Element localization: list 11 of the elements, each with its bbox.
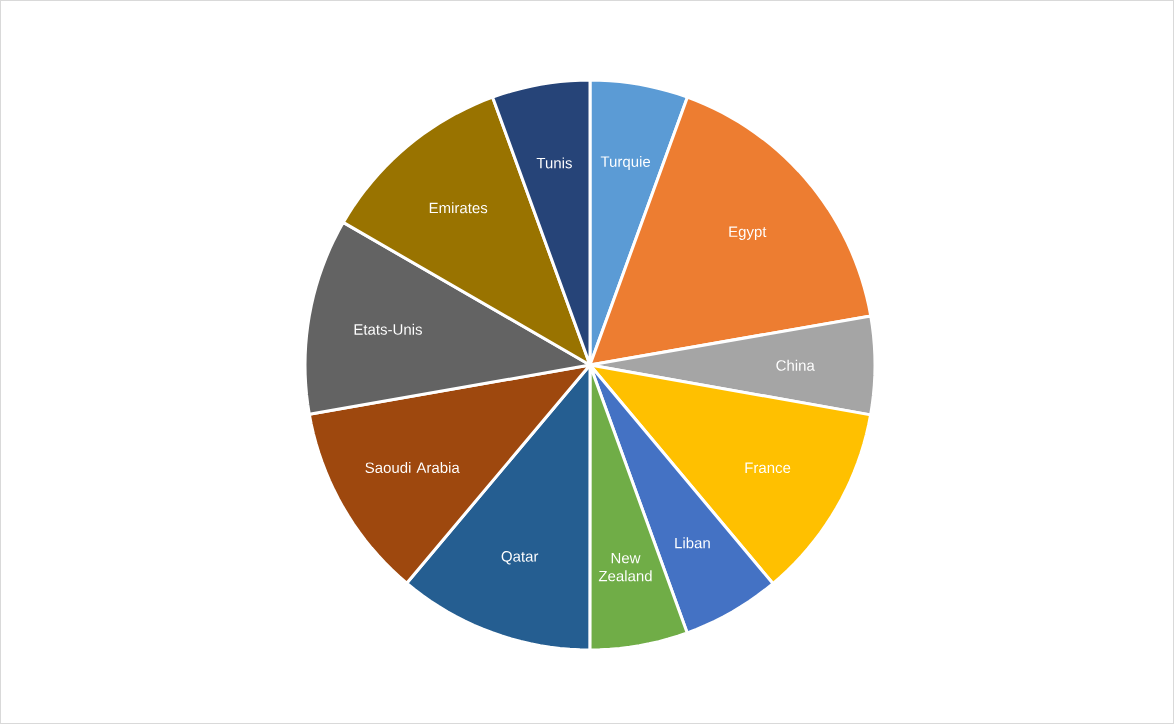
slice-label: Qatar [501,551,539,565]
slice-label: Saoudi Arabia [365,462,460,474]
slice-label: China [776,359,815,371]
slice-label: Liban [675,537,710,549]
slice-label: Emirates [429,202,488,214]
slice-label: Tunis [536,157,572,169]
slice-label: Etats-Unis [354,323,422,335]
slice-label: New Zealand [598,552,652,582]
slice-label: Turquie [600,155,651,170]
slice-label: Egypt [729,226,767,240]
slice-label: France [745,462,791,474]
